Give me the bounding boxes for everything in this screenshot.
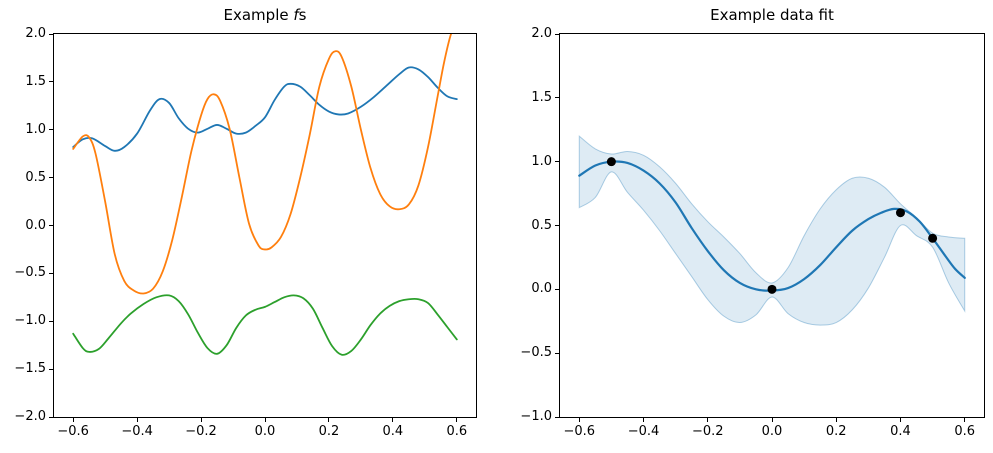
x-tick-label: −0.4 [121, 424, 153, 439]
left-title-text: Example [223, 6, 294, 24]
y-tick-mark [49, 81, 53, 83]
y-tick-mark [555, 161, 559, 163]
y-tick-label: −0.5 [14, 265, 46, 281]
left-title-text-suffix: s [298, 6, 307, 24]
x-tick-label: 0.0 [254, 424, 276, 439]
y-tick-mark [555, 352, 559, 354]
observations-point [767, 284, 777, 294]
y-tick-label: 2.0 [25, 26, 46, 41]
x-tick-mark [72, 418, 74, 422]
y-tick-label: 2.0 [531, 26, 552, 41]
y-tick-mark [555, 33, 559, 35]
x-tick-label: −0.6 [563, 424, 596, 439]
x-tick-label: −0.6 [57, 424, 89, 439]
sample-f-orange [72, 34, 452, 295]
y-tick-label: 0.0 [531, 281, 552, 297]
confidence-band [578, 135, 966, 326]
x-tick-label: −0.2 [185, 424, 217, 439]
left-title-italic-f: f [293, 6, 299, 24]
x-tick-label: −0.4 [627, 424, 660, 439]
observations-point [606, 157, 616, 167]
posterior-mean [578, 160, 966, 292]
observations-point [928, 233, 938, 243]
y-tick-mark [555, 416, 559, 418]
x-tick-mark [456, 418, 458, 422]
x-tick-label: 0.2 [825, 424, 847, 439]
x-tick-label: 0.0 [761, 424, 783, 439]
y-tick-mark [49, 416, 53, 418]
x-tick-mark [964, 418, 966, 422]
sample-f-green [72, 294, 458, 356]
y-tick-label: 1.5 [25, 73, 46, 89]
x-tick-mark [707, 418, 709, 422]
x-tick-label: 0.6 [954, 424, 976, 439]
observations-point [895, 208, 905, 218]
x-tick-mark [200, 418, 202, 422]
y-tick-mark [49, 368, 53, 370]
left-plot-canvas [72, 34, 458, 356]
x-tick-label: 0.4 [382, 424, 404, 439]
x-tick-mark [899, 418, 901, 422]
y-tick-label: 1.5 [531, 89, 552, 105]
x-tick-mark [771, 418, 773, 422]
y-tick-label: −2.0 [14, 409, 46, 424]
y-tick-mark [555, 288, 559, 290]
y-tick-label: −1.0 [520, 409, 552, 424]
x-tick-label: −0.2 [691, 424, 724, 439]
x-tick-mark [643, 418, 644, 422]
x-tick-label: 0.2 [318, 424, 340, 439]
y-tick-label: 0.5 [25, 169, 46, 185]
left-axes-frame [53, 33, 477, 418]
x-tick-label: 0.4 [890, 424, 911, 439]
y-tick-mark [49, 129, 53, 131]
y-tick-mark [555, 225, 559, 226]
right-title-text: Example data fit [710, 6, 834, 24]
x-tick-mark [392, 418, 394, 422]
x-tick-mark [578, 418, 580, 422]
y-tick-label: 1.0 [531, 153, 552, 169]
x-tick-mark [835, 418, 837, 422]
y-tick-mark [555, 97, 559, 99]
y-tick-label: 1.0 [25, 121, 46, 137]
left-plot-title: Example fs [53, 6, 477, 24]
y-tick-mark [49, 320, 53, 322]
y-tick-mark [49, 225, 53, 226]
y-tick-label: −0.5 [520, 345, 552, 361]
y-tick-mark [49, 177, 53, 179]
y-tick-label: −1.5 [14, 361, 46, 377]
sample-f-blue [72, 66, 458, 152]
right-plot-canvas [578, 135, 966, 326]
y-tick-mark [49, 272, 53, 274]
x-tick-mark [136, 418, 138, 422]
y-tick-label: 0.5 [531, 217, 552, 233]
y-tick-label: 0.0 [25, 217, 46, 233]
x-tick-mark [328, 418, 330, 422]
y-tick-label: −1.0 [14, 313, 46, 329]
right-plot-title: Example data fit [559, 6, 985, 24]
x-tick-label: 0.6 [446, 424, 468, 439]
x-tick-mark [264, 418, 266, 422]
right-axes-frame [559, 33, 985, 418]
y-tick-mark [49, 33, 53, 35]
